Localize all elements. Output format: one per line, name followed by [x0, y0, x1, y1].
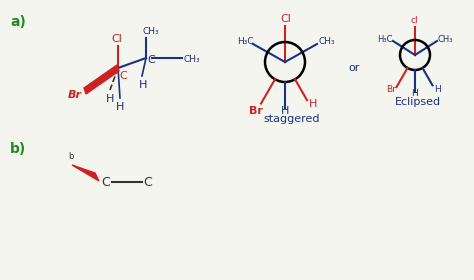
- Text: b: b: [68, 152, 73, 161]
- Text: CH₃: CH₃: [143, 27, 160, 36]
- Text: C: C: [147, 55, 155, 65]
- Text: H: H: [435, 85, 441, 94]
- Text: H: H: [106, 94, 114, 104]
- Text: Br: Br: [249, 106, 263, 116]
- Text: a): a): [10, 15, 26, 29]
- Text: staggered: staggered: [263, 114, 319, 124]
- Text: C: C: [144, 176, 152, 188]
- Text: CH₃: CH₃: [438, 36, 454, 45]
- Text: Br: Br: [386, 85, 396, 94]
- Text: Br: Br: [68, 90, 82, 100]
- Text: H: H: [281, 106, 289, 116]
- Polygon shape: [72, 165, 99, 181]
- Text: H: H: [116, 102, 124, 112]
- Text: CH₃: CH₃: [184, 55, 201, 64]
- Text: cl: cl: [411, 16, 419, 25]
- Text: H₃C: H₃C: [237, 38, 254, 46]
- Text: or: or: [348, 63, 359, 73]
- Polygon shape: [84, 65, 119, 94]
- Text: H: H: [411, 90, 418, 99]
- Text: H: H: [139, 80, 147, 90]
- Text: C: C: [119, 71, 127, 81]
- Text: Eclipsed: Eclipsed: [395, 97, 441, 107]
- Text: C: C: [101, 176, 110, 188]
- Text: H₃C: H₃C: [377, 36, 392, 45]
- Text: H: H: [309, 99, 318, 109]
- Text: CH₃: CH₃: [319, 38, 336, 46]
- Text: Cl: Cl: [280, 14, 291, 24]
- Text: Cl: Cl: [111, 34, 122, 44]
- Text: b): b): [10, 142, 26, 156]
